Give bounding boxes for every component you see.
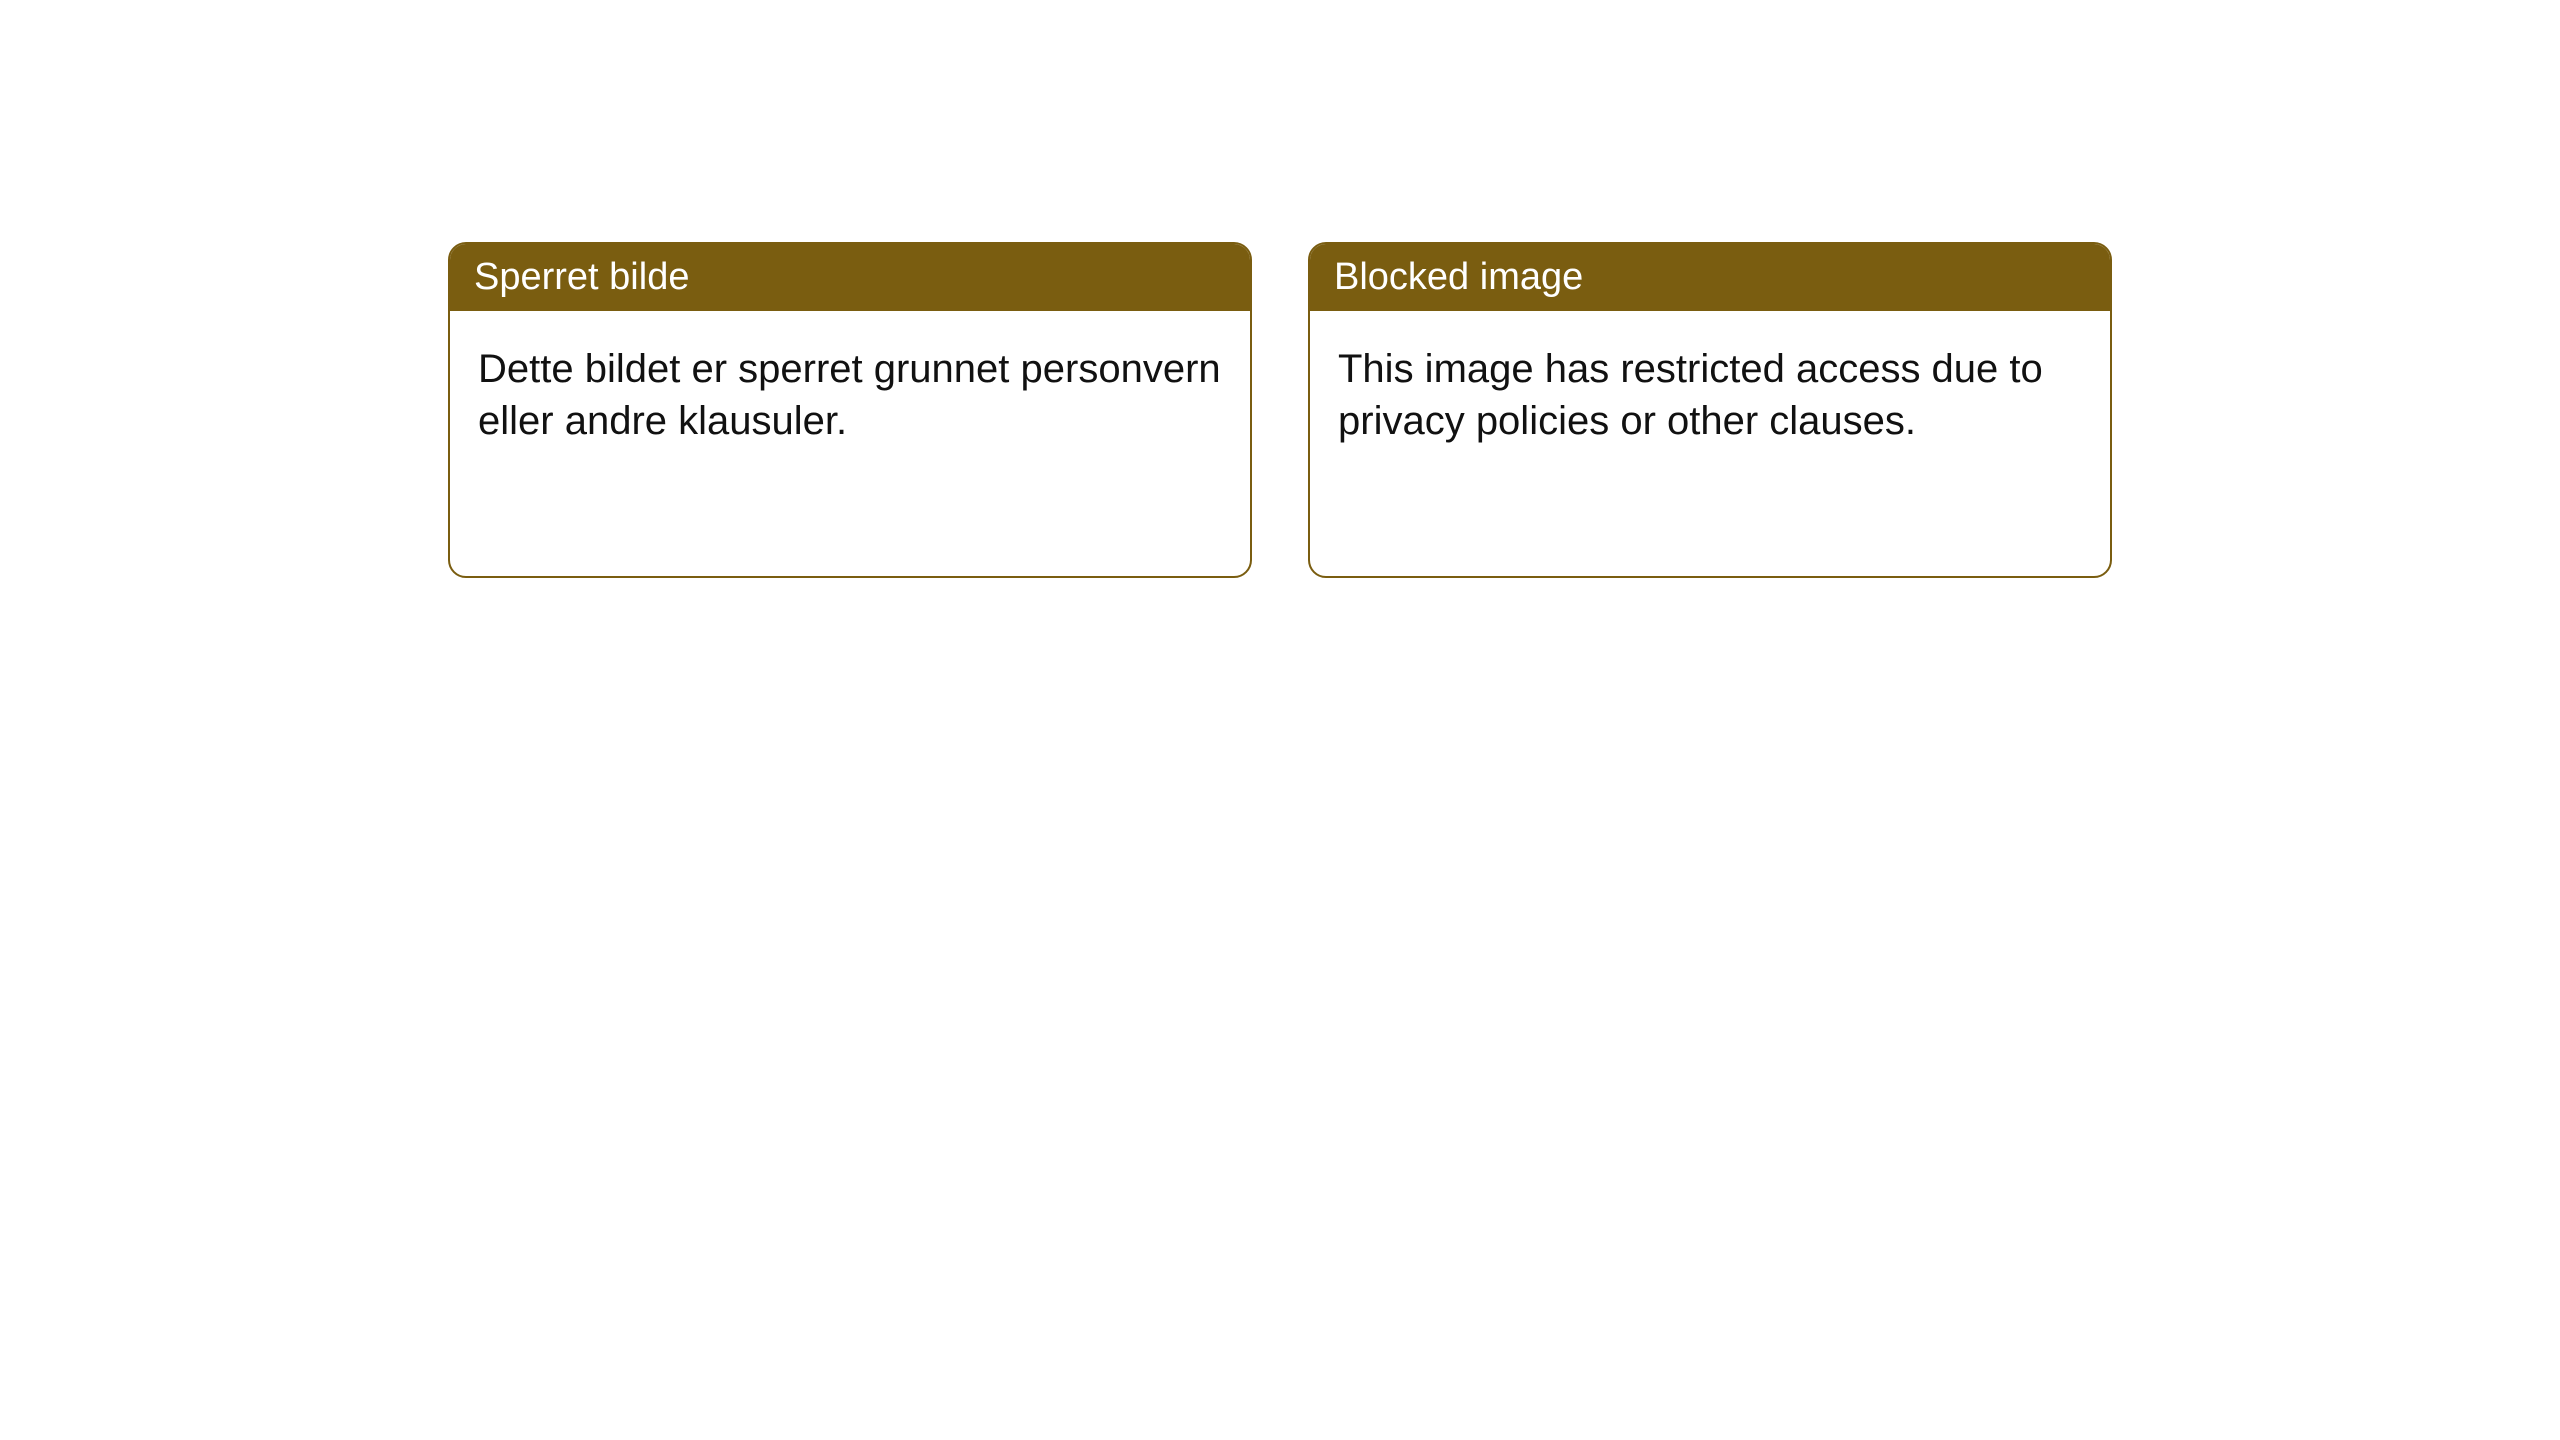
notice-text: This image has restricted access due to … — [1338, 347, 2043, 443]
notice-container: Sperret bilde Dette bildet er sperret gr… — [448, 242, 2112, 578]
notice-body: Dette bildet er sperret grunnet personve… — [450, 311, 1250, 479]
notice-card-norwegian: Sperret bilde Dette bildet er sperret gr… — [448, 242, 1252, 578]
notice-body: This image has restricted access due to … — [1310, 311, 2110, 479]
notice-header: Sperret bilde — [450, 244, 1250, 311]
notice-header: Blocked image — [1310, 244, 2110, 311]
notice-title: Sperret bilde — [474, 256, 689, 298]
notice-title: Blocked image — [1334, 256, 1583, 298]
notice-text: Dette bildet er sperret grunnet personve… — [478, 347, 1221, 443]
notice-card-english: Blocked image This image has restricted … — [1308, 242, 2112, 578]
